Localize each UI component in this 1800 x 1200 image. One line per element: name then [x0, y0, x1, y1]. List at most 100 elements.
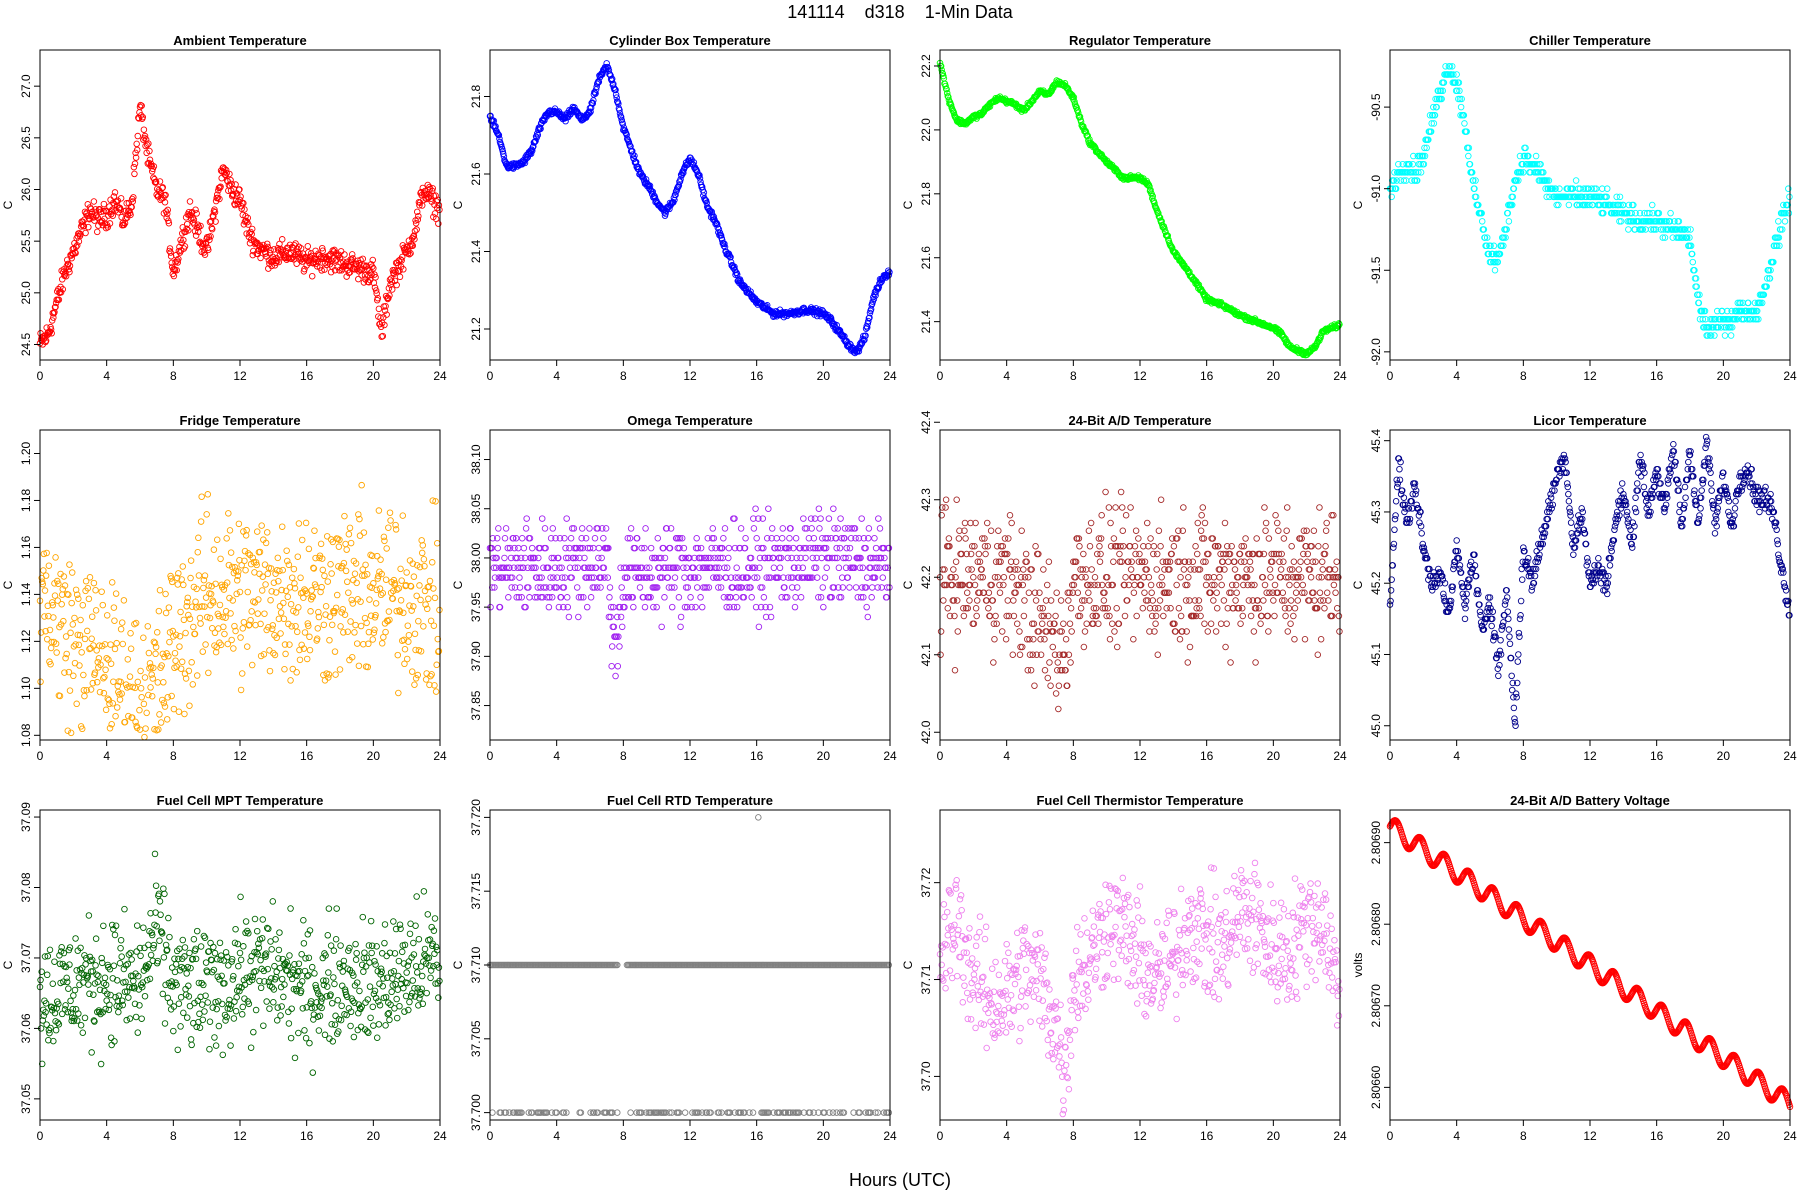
data-point	[305, 545, 313, 553]
data-point	[985, 605, 992, 612]
data-point	[104, 223, 112, 231]
data-point	[1025, 574, 1032, 581]
data-point	[819, 584, 827, 591]
data-point	[301, 265, 308, 273]
panel-title: Omega Temperature	[627, 413, 752, 428]
data-point	[132, 154, 140, 161]
data-point	[1218, 581, 1225, 589]
data-point	[295, 520, 303, 527]
data-point	[1060, 620, 1067, 628]
data-point	[339, 606, 347, 613]
data-point	[248, 608, 255, 615]
data-point	[174, 581, 182, 588]
data-point	[287, 677, 294, 684]
data-point	[185, 667, 193, 675]
data-point	[1154, 651, 1162, 659]
data-point	[79, 218, 87, 226]
data-point	[692, 603, 699, 611]
x-tick-label: 8	[620, 369, 627, 383]
x-tick-label: 20	[367, 749, 381, 763]
data-point	[81, 692, 88, 700]
data-point	[62, 269, 69, 276]
data-point	[945, 535, 953, 542]
y-tick-label: -91.0	[1369, 175, 1383, 203]
data-point	[413, 208, 421, 216]
data-point	[156, 178, 164, 185]
data-point	[314, 625, 322, 632]
data-point	[163, 716, 171, 723]
data-point	[1212, 628, 1220, 635]
data-point	[836, 544, 844, 552]
x-tick-label: 16	[1650, 369, 1664, 383]
data-point	[62, 272, 70, 280]
data-point	[541, 525, 549, 532]
data-point	[117, 625, 125, 633]
y-tick-label: 27.0	[19, 74, 33, 98]
data-point	[145, 140, 152, 147]
data-point	[204, 491, 212, 498]
data-point	[940, 597, 947, 604]
data-point	[121, 219, 129, 227]
data-point	[153, 629, 161, 636]
data-point	[199, 240, 207, 247]
data-point	[129, 198, 137, 205]
data-point	[1080, 643, 1088, 651]
data-point	[223, 535, 230, 542]
data-point	[522, 525, 530, 532]
data-point	[410, 573, 418, 580]
data-point	[79, 601, 87, 609]
data-point	[355, 275, 362, 283]
data-point	[311, 527, 318, 534]
data-point	[683, 564, 690, 572]
data-point	[353, 640, 361, 647]
data-point	[377, 591, 385, 599]
data-point	[176, 633, 184, 640]
data-point	[90, 579, 98, 587]
y-axis-label: C	[901, 200, 915, 209]
data-point	[148, 693, 156, 700]
data-point	[401, 645, 409, 653]
data-point	[1775, 218, 1782, 225]
data-point	[101, 673, 108, 681]
data-point	[126, 673, 134, 680]
data-point	[227, 549, 235, 556]
data-point	[1155, 527, 1163, 535]
data-point	[429, 185, 437, 192]
data-point	[222, 171, 229, 179]
data-point	[395, 585, 403, 592]
y-tick-label: 37.90	[469, 641, 483, 671]
data-point	[1077, 605, 1085, 612]
data-point	[172, 657, 179, 664]
data-point	[1625, 226, 1632, 233]
data-point	[45, 562, 53, 569]
data-point	[176, 643, 183, 650]
data-point	[378, 640, 386, 647]
data-point	[970, 574, 977, 581]
data-point	[693, 535, 700, 542]
data-point	[423, 190, 431, 198]
data-point	[293, 260, 300, 267]
data-points	[936, 59, 1343, 359]
x-tick-label: 4	[1453, 369, 1460, 383]
data-point	[216, 195, 223, 203]
data-point	[240, 221, 248, 228]
data-point	[733, 603, 741, 611]
data-point	[583, 603, 591, 611]
data-point	[668, 603, 676, 611]
data-point	[1167, 605, 1174, 612]
data-point	[416, 582, 423, 589]
data-point	[677, 613, 685, 621]
x-tick-label: 12	[233, 369, 247, 383]
data-point	[152, 178, 160, 186]
data-point	[183, 220, 191, 228]
data-point	[1201, 620, 1208, 628]
data-point	[241, 206, 248, 213]
data-point	[327, 561, 334, 568]
data-point	[326, 636, 333, 644]
data-point	[373, 290, 380, 297]
data-point	[282, 650, 289, 658]
data-point	[675, 182, 683, 189]
data-point	[435, 201, 443, 209]
data-point	[1175, 605, 1183, 612]
